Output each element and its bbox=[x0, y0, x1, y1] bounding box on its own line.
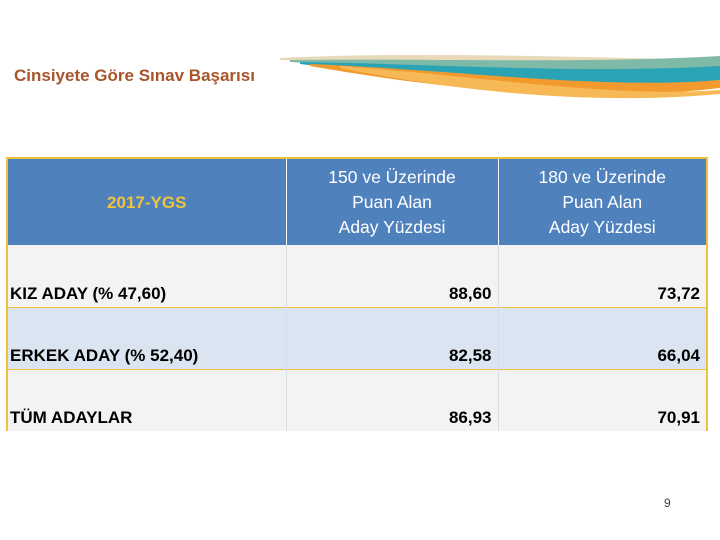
row-label: KIZ ADAY (% 47,60) bbox=[8, 245, 287, 307]
row-label: TÜM ADAYLAR bbox=[8, 368, 287, 431]
column-header-150: 150 ve Üzerinde Puan Alan Aday Yüzdesi bbox=[286, 159, 499, 245]
table-row: TÜM ADAYLAR 86,93 70,91 bbox=[8, 368, 706, 431]
table-row: ERKEK ADAY (% 52,40) 82,58 66,04 bbox=[8, 306, 706, 369]
cell-value-150: 82,58 bbox=[286, 306, 499, 369]
page-number: 9 bbox=[664, 496, 671, 510]
title-swoosh-decoration bbox=[280, 54, 720, 99]
corner-header: 2017-YGS bbox=[8, 159, 287, 245]
column-header-line: Aday Yüzdesi bbox=[338, 216, 446, 237]
table-row: KIZ ADAY (% 47,60) 88,60 73,72 bbox=[8, 245, 706, 307]
slide-title: Cinsiyete Göre Sınav Başarısı bbox=[14, 66, 255, 85]
column-header-line: Puan Alan bbox=[562, 191, 643, 212]
row-label: ERKEK ADAY (% 52,40) bbox=[8, 306, 287, 369]
column-header-line: 180 ve Üzerinde bbox=[538, 166, 666, 187]
table-header-row: 2017-YGS 150 ve Üzerinde Puan Alan Aday … bbox=[8, 159, 706, 245]
column-header-line: Puan Alan bbox=[352, 191, 432, 212]
cell-value-180: 66,04 bbox=[498, 306, 706, 369]
cell-value-150: 86,93 bbox=[286, 368, 499, 431]
results-table: 2017-YGS 150 ve Üzerinde Puan Alan Aday … bbox=[8, 159, 706, 431]
results-table-container: 2017-YGS 150 ve Üzerinde Puan Alan Aday … bbox=[6, 157, 708, 431]
cell-value-180: 73,72 bbox=[498, 245, 706, 307]
column-header-line: Aday Yüzdesi bbox=[548, 216, 656, 237]
cell-value-180: 70,91 bbox=[498, 368, 706, 431]
cell-value-150: 88,60 bbox=[286, 245, 499, 307]
column-header-line: 150 ve Üzerinde bbox=[328, 166, 456, 187]
column-header-180: 180 ve Üzerinde Puan Alan Aday Yüzdesi bbox=[498, 159, 706, 245]
